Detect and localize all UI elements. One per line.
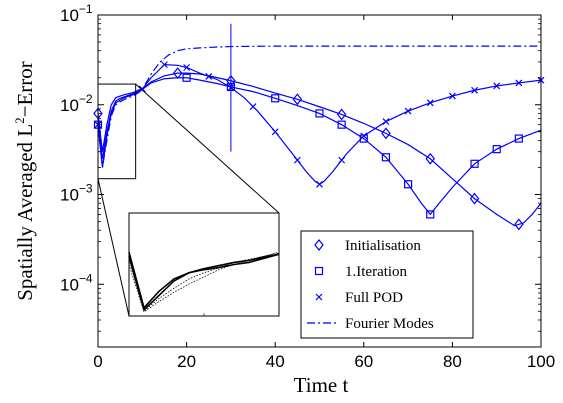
data-point-full-pod-7 [271,128,279,136]
data-point-full-pod-4 [205,73,213,80]
data-point-initialisation-8 [514,218,524,231]
data-point-full-pod-3 [183,64,191,71]
series-line-initialisation [97,72,542,227]
y-tick-label-2: 10−3 [60,182,93,205]
data-point-full-pod-9 [316,180,323,188]
data-point-1-iteration-4 [315,109,324,118]
data-point-full-pod-8 [293,156,301,164]
data-point-1-iteration-8 [404,180,413,189]
y-tick-exponent: −1 [79,2,93,16]
y-tick-base: 10 [60,186,79,205]
y-tick-exponent: −4 [79,271,93,285]
x-axis-label: Time t [294,373,349,397]
series-line-1-iteration [97,77,542,216]
data-point-1-iteration-1 [182,73,191,82]
data-point-full-pod-14 [426,99,434,107]
data-point-initialisation-5 [381,127,391,140]
x-axis: 0 20 40 60 80 100 [93,15,555,371]
legend-box [300,230,474,339]
y-tick-base: 10 [60,96,79,115]
legend-label-initialisation: Initialisation [345,238,421,254]
legend-item-1-iteration: 1.Iteration [314,264,408,280]
data-point-full-pod-13 [404,107,412,115]
legend-label-1-iteration: 1.Iteration [345,264,408,280]
data-point-full-pod-15 [448,92,456,100]
y-tick-base: 10 [60,6,79,25]
data-point-full-pod-17 [493,82,501,90]
zoom-connector-line [135,83,280,214]
y-tick-exponent: −3 [79,182,93,196]
x-tick-label-80: 80 [443,352,462,371]
plot-frame [97,14,542,348]
y-tick-label-3: 10−4 [60,271,93,294]
x-tick-label-60: 60 [354,352,373,371]
data-point-1-iteration-10 [470,159,479,168]
data-point-full-pod-2 [161,61,168,69]
legend-item-fourier-modes: Fourier Modes [307,316,434,332]
y-tick-base: 10 [60,275,79,294]
legend-item-full-pod: Full POD [315,290,403,306]
data-point-initialisation-3 [292,93,303,106]
data-point-1-iteration-9 [426,210,435,219]
data-point-initialisation-7 [469,192,480,205]
data-point-1-iteration-11 [492,145,501,154]
data-point-initialisation-4 [336,108,347,121]
data-point-initialisation-6 [425,152,436,165]
series-layer [93,23,545,231]
series-fourier-modes [97,45,541,168]
legend-label-fourier-modes: Fourier Modes [345,316,434,332]
inset-layer [128,212,280,317]
x-tick-label-20: 20 [177,352,196,371]
series-full-pod [94,61,545,188]
legend-label-full-pod: Full POD [345,290,403,306]
inset-line-2 [128,252,280,312]
data-point-full-pod-6 [249,103,257,111]
legend-swatch-1-iteration [314,266,324,276]
y-axis: 10−110−210−310−4 [60,2,541,348]
y-tick-label-0: 10−1 [60,2,93,25]
data-point-1-iteration-7 [381,153,391,162]
series-line-fourier-modes [97,45,541,168]
y-axis-label: Spatially Averaged L2−Error [12,61,37,301]
data-point-1-iteration-5 [337,120,346,129]
data-point-1-iteration-12 [514,134,523,143]
zoom-connector-line [97,178,130,317]
data-point-full-pod-11 [360,132,368,140]
y-axis-label-main: Spatially Averaged L [13,124,37,301]
y-tick-label-1: 10−2 [60,92,93,115]
zoom-layer [97,83,280,317]
y-tick-exponent: −2 [79,92,93,106]
y-axis-label-sup: 2 [12,117,27,124]
data-point-full-pod-12 [382,118,390,125]
legend-swatch-initialisation [314,239,324,251]
y-axis-label-tail: −Error [13,61,37,117]
inset-frame [128,212,280,317]
x-tick-label-100: 100 [527,352,555,371]
data-point-full-pod-16 [471,86,478,94]
legend-swatch-full-pod [315,293,323,301]
x-tick-label-40: 40 [266,352,285,371]
legend-item-initialisation: Initialisation [314,238,421,254]
data-point-full-pod-18 [515,79,523,87]
x-tick-label-0: 0 [93,352,102,371]
data-point-1-iteration-3 [271,94,280,103]
inset-line-0 [128,251,280,310]
legend: Initialisation 1.Iteration Full POD Fourier… [300,230,474,339]
data-point-full-pod-10 [338,156,346,164]
